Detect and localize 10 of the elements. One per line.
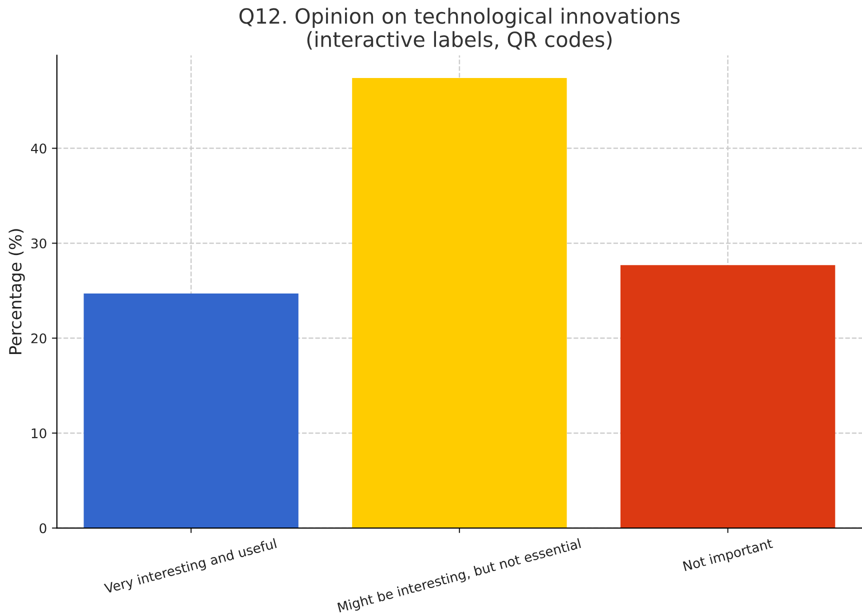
chart-title: Q12. Opinion on technological innovations (interactive labels, QR codes) (239, 8, 680, 50)
y-axis-title: Percentage (%) (8, 229, 25, 354)
y-tick-label: 10 (32, 428, 46, 438)
y-tick-label: 40 (31, 144, 46, 154)
bar (84, 294, 298, 528)
bar (352, 78, 567, 528)
bar (620, 265, 836, 528)
y-tick-label: 0 (40, 523, 46, 534)
y-tick-label: 20 (31, 333, 46, 344)
y-tick-label: 30 (31, 238, 46, 248)
